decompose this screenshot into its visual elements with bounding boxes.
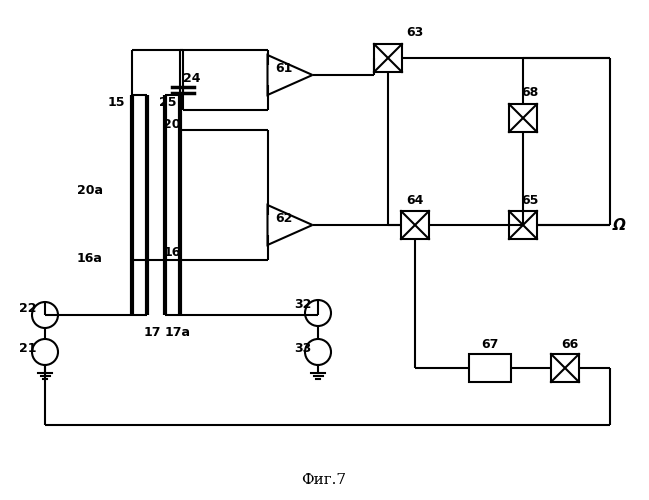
Text: 66: 66 xyxy=(561,338,579,350)
Bar xyxy=(509,211,537,239)
Text: 16: 16 xyxy=(164,246,180,258)
Text: 17a: 17a xyxy=(165,326,191,338)
Text: 24: 24 xyxy=(183,72,201,85)
Text: Ω: Ω xyxy=(613,218,626,234)
Bar xyxy=(469,354,511,382)
Bar xyxy=(509,104,537,132)
Text: 61: 61 xyxy=(275,62,293,76)
Text: 67: 67 xyxy=(482,338,498,350)
Text: 20a: 20a xyxy=(77,184,103,196)
Text: 17: 17 xyxy=(143,326,161,338)
Bar xyxy=(401,211,429,239)
Text: Фиг.7: Фиг.7 xyxy=(302,473,347,487)
Text: 65: 65 xyxy=(521,194,539,206)
Text: 16a: 16a xyxy=(77,252,103,264)
Text: 63: 63 xyxy=(406,26,424,40)
Text: 15: 15 xyxy=(107,96,125,110)
Text: 22: 22 xyxy=(19,302,37,314)
Text: 20: 20 xyxy=(164,118,181,132)
Text: 64: 64 xyxy=(406,194,424,206)
Text: 68: 68 xyxy=(521,86,539,100)
Text: 21: 21 xyxy=(19,342,37,354)
Text: 32: 32 xyxy=(294,298,312,312)
Bar xyxy=(551,354,579,382)
Text: 62: 62 xyxy=(275,212,293,226)
Text: 25: 25 xyxy=(159,96,177,110)
Bar xyxy=(374,44,402,72)
Text: 33: 33 xyxy=(295,342,312,354)
